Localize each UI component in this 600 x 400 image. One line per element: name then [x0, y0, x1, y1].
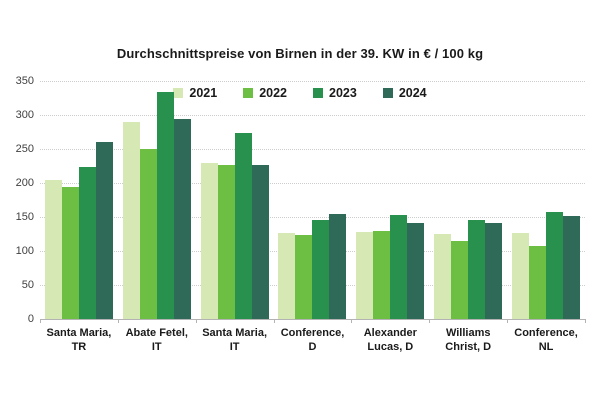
bar-2022 [217, 164, 235, 319]
legend-label: 2023 [329, 86, 357, 100]
x-axis-tick [429, 319, 431, 323]
bar-2024 [407, 223, 425, 319]
plot-area [40, 81, 586, 323]
x-axis-label-5: Alexander Lucas, D [363, 327, 417, 353]
bar-2021 [356, 231, 374, 319]
legend-item-2022: 2022 [243, 86, 287, 100]
legend-item-2021: 2021 [173, 86, 217, 100]
bar-2023 [390, 214, 408, 319]
legend-swatch-2022 [243, 88, 254, 98]
gridline-200 [40, 183, 585, 184]
bar-2021 [512, 232, 530, 319]
bar-group-5 [351, 81, 429, 319]
x-axis-tick [351, 319, 353, 323]
bar-2021 [200, 162, 218, 319]
x-axis-tick [273, 319, 275, 323]
bar-2021 [278, 232, 296, 319]
bar-2024 [95, 142, 113, 319]
bar-group-6 [429, 81, 507, 319]
bar-2024 [329, 213, 347, 319]
y-tick-label-350: 350 [15, 75, 34, 87]
bar-2021 [122, 121, 140, 319]
bar-group-3 [196, 81, 274, 319]
bar-2024 [485, 223, 503, 319]
legend-item-2023: 2023 [313, 86, 357, 100]
x-axis-label-3: Santa Maria, IT [202, 327, 268, 353]
bar-2022 [139, 149, 157, 319]
legend: 2021 2022 2023 2024 [0, 86, 600, 100]
y-tick-label-0: 0 [27, 313, 34, 325]
gridline-250 [40, 149, 585, 150]
bar-2022 [451, 240, 469, 319]
x-axis-tick [507, 319, 509, 323]
chart-title: Durchschnittspreise von Birnen in der 39… [116, 46, 484, 61]
y-tick-label-50: 50 [21, 279, 34, 291]
x-axis-tick [585, 319, 586, 323]
x-axis-label-4: Conference, D [280, 327, 345, 353]
y-tick-label-300: 300 [15, 109, 34, 121]
bar-group-4 [274, 81, 352, 319]
gridline-350 [40, 81, 585, 82]
x-axis-label-7: Conference, NL [514, 327, 578, 353]
bar-group-7 [507, 81, 585, 319]
y-tick-label-100: 100 [15, 245, 34, 257]
gridline-300 [40, 115, 585, 116]
x-axis-label-2: Abate Fetel, IT [125, 327, 188, 353]
gridline-150 [40, 217, 585, 218]
bar-group-1 [40, 81, 118, 319]
legend-label: 2022 [259, 86, 287, 100]
bar-2024 [563, 215, 581, 319]
bar-2021 [434, 234, 452, 319]
bar-2022 [529, 246, 547, 319]
bar-2023 [546, 212, 564, 319]
bar-2023 [234, 133, 252, 319]
y-tick-label-200: 200 [15, 177, 34, 189]
bar-group-2 [118, 81, 196, 319]
x-axis-tick [195, 319, 197, 323]
bar-2023 [78, 166, 96, 319]
legend-swatch-2021 [173, 88, 184, 98]
legend-label: 2024 [398, 86, 427, 100]
bar-2023 [156, 91, 174, 319]
bar-2023 [468, 220, 486, 319]
x-axis-label-1: Santa Maria, TR [46, 327, 112, 353]
x-axis-tick [40, 319, 41, 323]
y-tick-label-250: 250 [15, 143, 34, 155]
bar-2022 [61, 187, 79, 319]
bar-2023 [312, 220, 330, 319]
x-axis-label-6: Williams Christ, D [445, 327, 492, 353]
x-axis-tick [117, 319, 119, 323]
y-tick-label-150: 150 [15, 211, 34, 223]
bar-2022 [373, 230, 391, 319]
bar-2022 [295, 234, 313, 319]
bar-2024 [251, 165, 269, 319]
legend-swatch-2024 [382, 88, 393, 98]
bar-2021 [44, 180, 62, 319]
legend-label: 2021 [189, 86, 218, 100]
legend-item-2024: 2024 [382, 86, 427, 100]
bar-2024 [173, 119, 191, 319]
legend-swatch-2023 [313, 88, 323, 98]
